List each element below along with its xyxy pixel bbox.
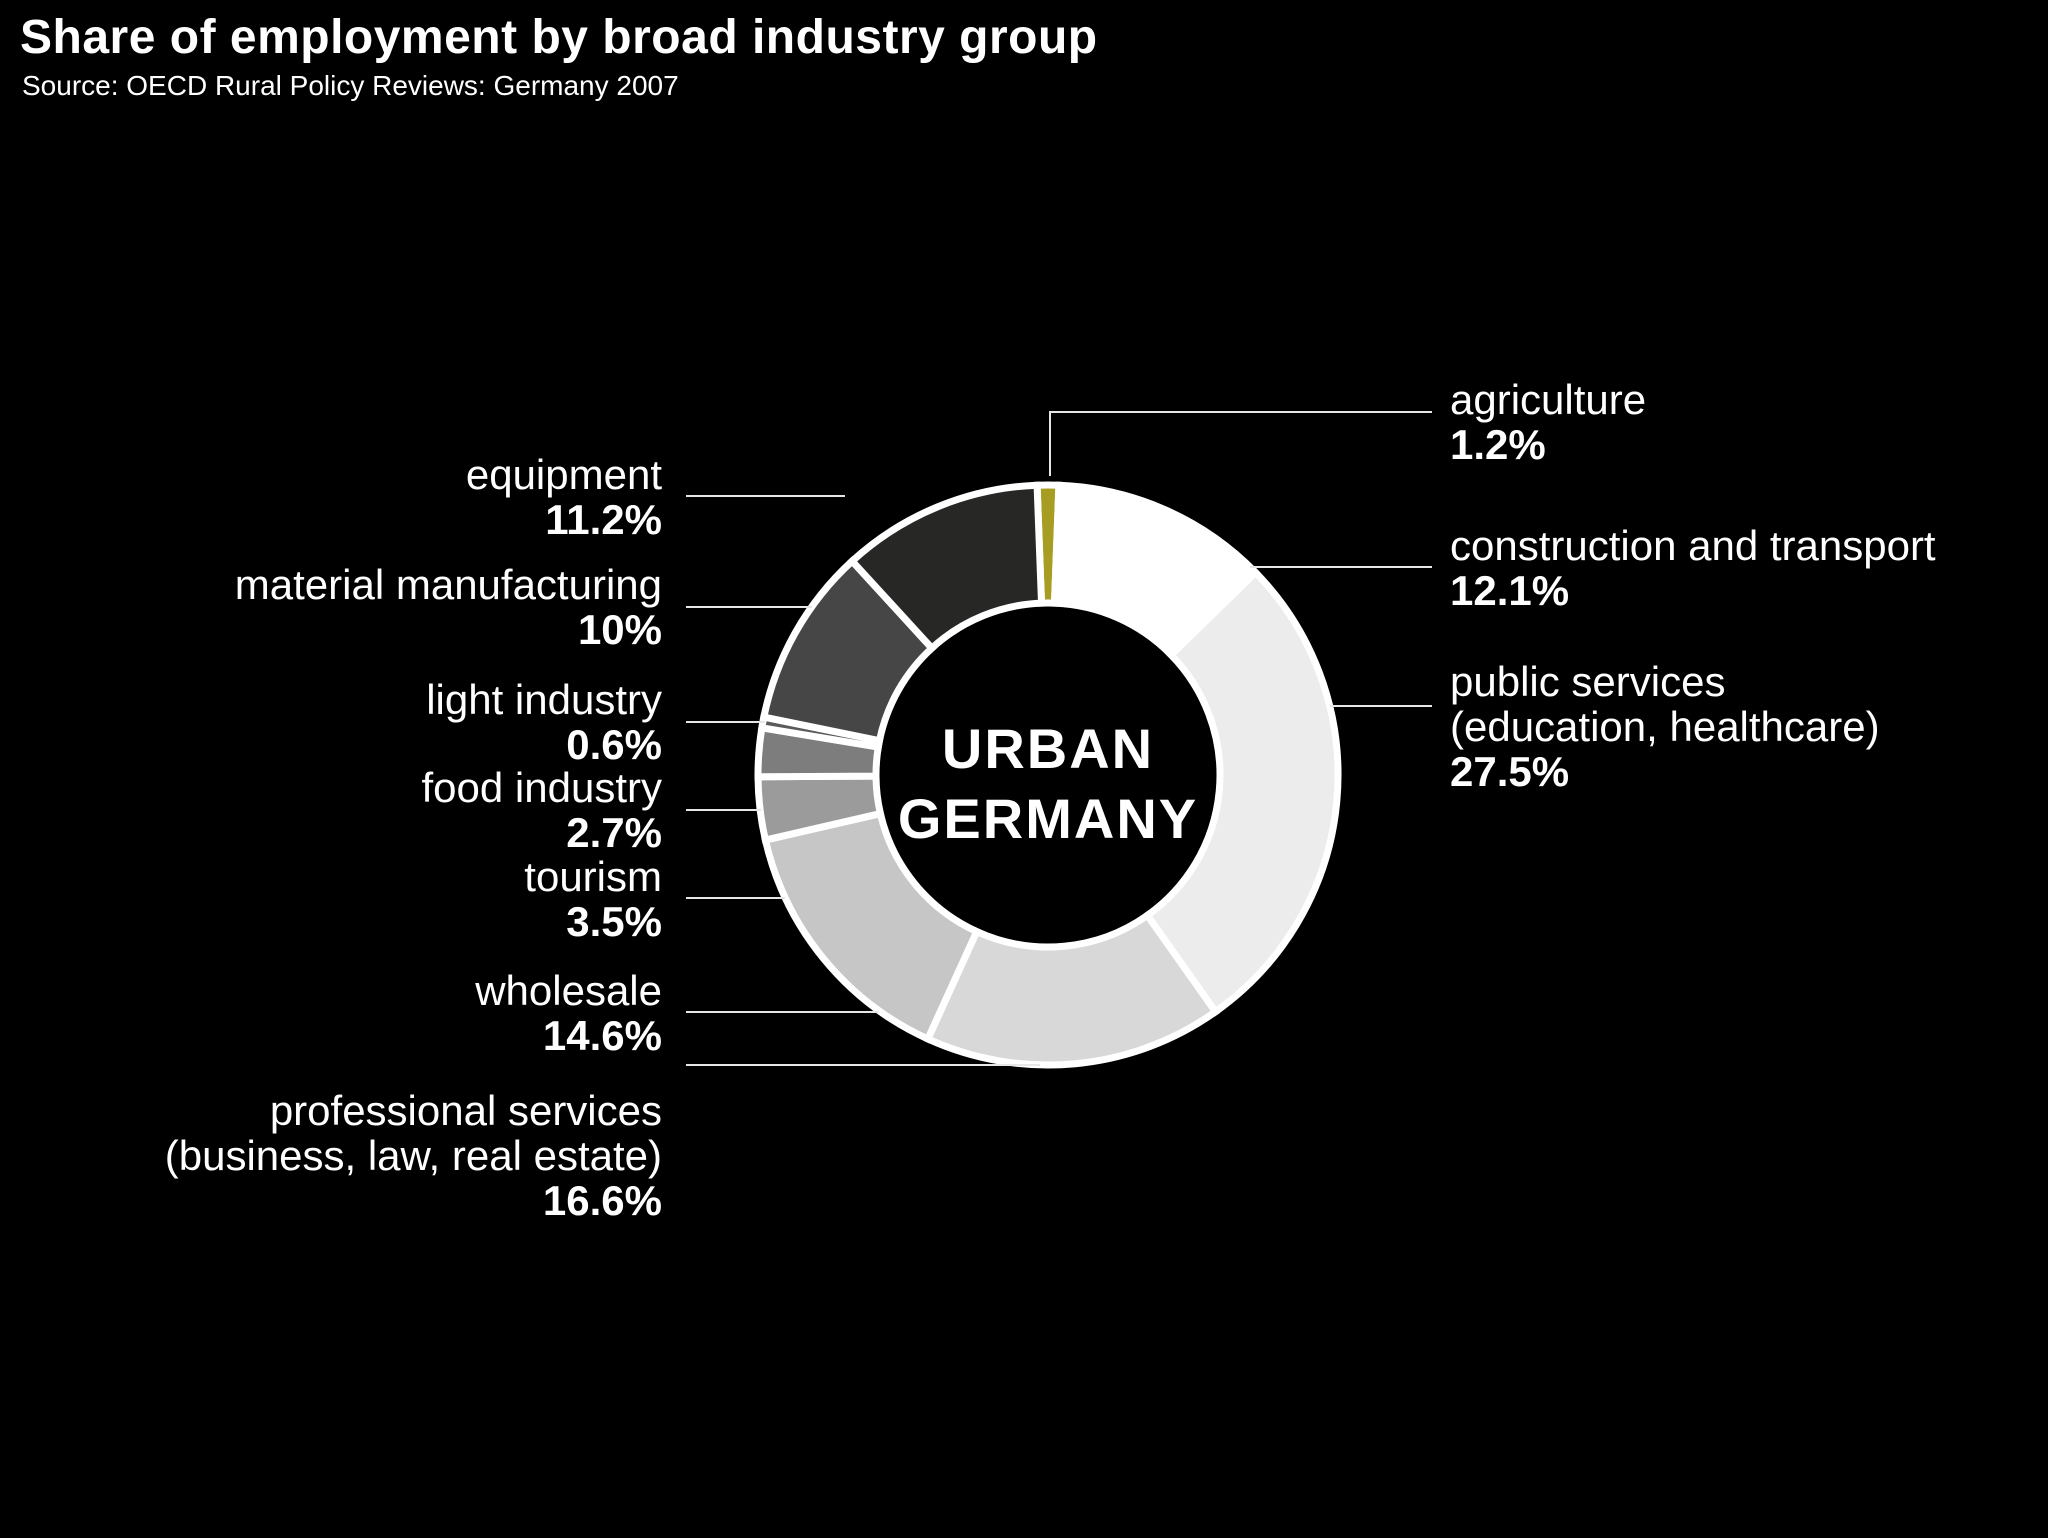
slice-value-public-services-education-healthcare: 27.5% bbox=[1450, 748, 1569, 795]
slice-value-food-industry: 2.7% bbox=[566, 809, 662, 856]
slice-label-public-services-education-healthcare: (education, healthcare) bbox=[1450, 703, 1880, 750]
slice-label-food-industry: food industry bbox=[422, 764, 662, 811]
slice-equipment bbox=[847, 481, 1046, 654]
slice-value-construction-and-transport: 12.1% bbox=[1450, 567, 1569, 614]
slice-label-agriculture: agriculture bbox=[1450, 376, 1646, 423]
slice-label-wholesale: wholesale bbox=[474, 967, 662, 1014]
page-title: Share of employment by broad industry gr… bbox=[20, 11, 1098, 64]
center-label-line-2: GERMANY bbox=[898, 787, 1198, 850]
leader-line-agriculture bbox=[1049, 411, 1432, 476]
slice-callout-public-services-education-healthcare: public services(education, healthcare)27… bbox=[1450, 658, 1880, 795]
slice-label-professional-services-business-law-real-estate: (business, law, real estate) bbox=[165, 1132, 662, 1179]
slice-value-material-manufacturing: 10% bbox=[578, 606, 662, 653]
slice-value-agriculture: 1.2% bbox=[1450, 421, 1546, 468]
slice-label-equipment: equipment bbox=[466, 451, 662, 498]
slice-label-construction-and-transport: construction and transport bbox=[1450, 522, 1936, 569]
slice-label-material-manufacturing: material manufacturing bbox=[235, 561, 662, 608]
donut-center-hole bbox=[880, 607, 1216, 943]
slice-value-light-industry: 0.6% bbox=[566, 721, 662, 768]
slice-value-tourism: 3.5% bbox=[566, 898, 662, 945]
source-caption: Source: OECD Rural Policy Reviews: Germa… bbox=[22, 70, 679, 101]
slice-label-tourism: tourism bbox=[524, 853, 662, 900]
slice-public-services-education-healthcare bbox=[1142, 567, 1342, 1017]
center-label-line-1: URBAN bbox=[942, 717, 1154, 780]
slice-label-professional-services-business-law-real-estate: professional services bbox=[270, 1087, 662, 1134]
slice-value-equipment: 11.2% bbox=[545, 496, 662, 543]
slice-callout-professional-services-business-law-real-estate: professional services(business, law, rea… bbox=[165, 1087, 662, 1224]
slice-value-professional-services-business-law-real-estate: 16.6% bbox=[543, 1177, 662, 1224]
slice-label-light-industry: light industry bbox=[426, 676, 662, 723]
slice-value-wholesale: 14.6% bbox=[543, 1012, 662, 1059]
slice-label-public-services-education-healthcare: public services bbox=[1450, 658, 1725, 705]
slice-professional-services-business-law-real-estate bbox=[923, 910, 1221, 1069]
